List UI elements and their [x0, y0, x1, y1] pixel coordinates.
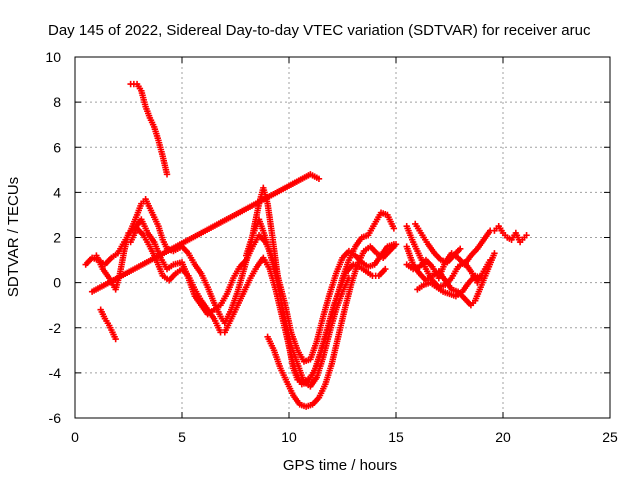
y-tick-label: 8: [53, 94, 61, 110]
series-track-14: [412, 220, 464, 266]
x-tick-label: 5: [178, 429, 186, 445]
data-point: [390, 225, 398, 232]
x-tick-label: 0: [71, 429, 79, 445]
y-tick-label: 0: [53, 275, 61, 291]
x-axis-label: GPS time / hours: [283, 457, 397, 474]
x-tick-label: 25: [602, 429, 618, 445]
series-track-13: [88, 171, 323, 295]
data-point: [523, 232, 530, 239]
x-tick-label: 20: [495, 429, 511, 445]
data-point: [486, 256, 494, 264]
series-track-5: [264, 241, 400, 410]
y-tick-label: 6: [53, 139, 61, 155]
data-point: [457, 245, 464, 252]
y-tick-label: 4: [53, 184, 61, 200]
x-tick-label: 10: [281, 429, 297, 445]
series-track-10: [491, 223, 530, 246]
plot-frame: [74, 56, 611, 419]
data-point: [163, 171, 171, 178]
data-point: [478, 274, 485, 282]
series-track-11: [127, 80, 171, 178]
data-point: [315, 175, 323, 183]
chart-title: Day 145 of 2022, Sidereal Day-to-day VTE…: [48, 22, 591, 39]
data-point: [491, 250, 498, 257]
y-tick-label: 2: [53, 230, 61, 246]
series-track-9: [414, 272, 485, 300]
data-point: [382, 265, 389, 273]
y-tick-label: -2: [49, 320, 62, 336]
data-point: [112, 335, 119, 343]
series-track-12: [97, 306, 119, 343]
x-tick-label: 15: [388, 429, 404, 445]
series-track-4: [243, 216, 353, 390]
data-points: [82, 80, 530, 410]
y-tick-label: -6: [49, 410, 62, 426]
y-axis-label: SDTVAR / TECUs: [5, 177, 22, 297]
tick-labels: 0 5 10 15 20 25 -6 -4 -2 0 2 4 6 8 10: [45, 49, 618, 445]
y-tick-label: -4: [49, 365, 62, 381]
data-point: [392, 241, 400, 248]
y-tick-label: 10: [45, 49, 61, 65]
